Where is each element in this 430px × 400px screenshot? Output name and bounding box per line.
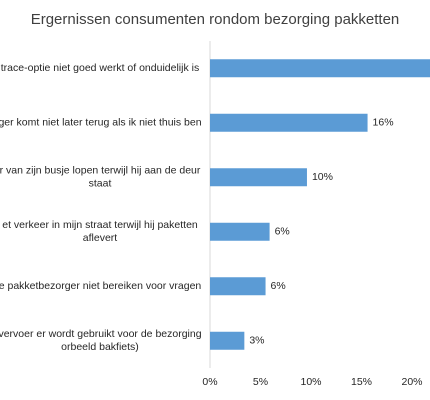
x-tick-label: 20% [401, 376, 422, 388]
bar [210, 168, 307, 187]
value-label: 16% [373, 117, 394, 129]
bar [210, 113, 368, 132]
y-tick-label: ger komt niet later terug als ik niet th… [0, 117, 202, 129]
chart-title: Ergernissen consumenten rondom bezorging… [31, 11, 400, 28]
y-tick-label: staat [89, 178, 112, 190]
bar [210, 59, 430, 78]
y-tick-label: aflevert [83, 232, 118, 244]
value-label: 3% [249, 335, 264, 347]
x-tick-label: 0% [202, 376, 217, 388]
y-tick-label: et verkeer in mijn straat terwijl hij pa… [2, 219, 198, 231]
x-tick-label: 5% [253, 376, 268, 388]
bar [210, 222, 270, 241]
x-tick-label: 10% [300, 376, 321, 388]
value-label: 6% [271, 280, 286, 292]
y-tick-label: trace-optie niet goed werkt of onduideli… [1, 62, 199, 74]
bar [210, 277, 266, 296]
y-tick-label: r van zijn busje lopen terwijl hij aan d… [0, 165, 201, 177]
y-tick-label: orbeeld bakfiets) [61, 341, 139, 353]
y-tick-label: e pakketbezorger niet bereiken voor vrag… [0, 280, 201, 292]
value-label: 6% [275, 226, 290, 238]
bar [210, 331, 245, 350]
x-tick-label: 15% [351, 376, 372, 388]
value-label: 10% [312, 171, 333, 183]
y-tick-label: vervoer er wordt gebruikt voor de bezorg… [0, 328, 202, 340]
